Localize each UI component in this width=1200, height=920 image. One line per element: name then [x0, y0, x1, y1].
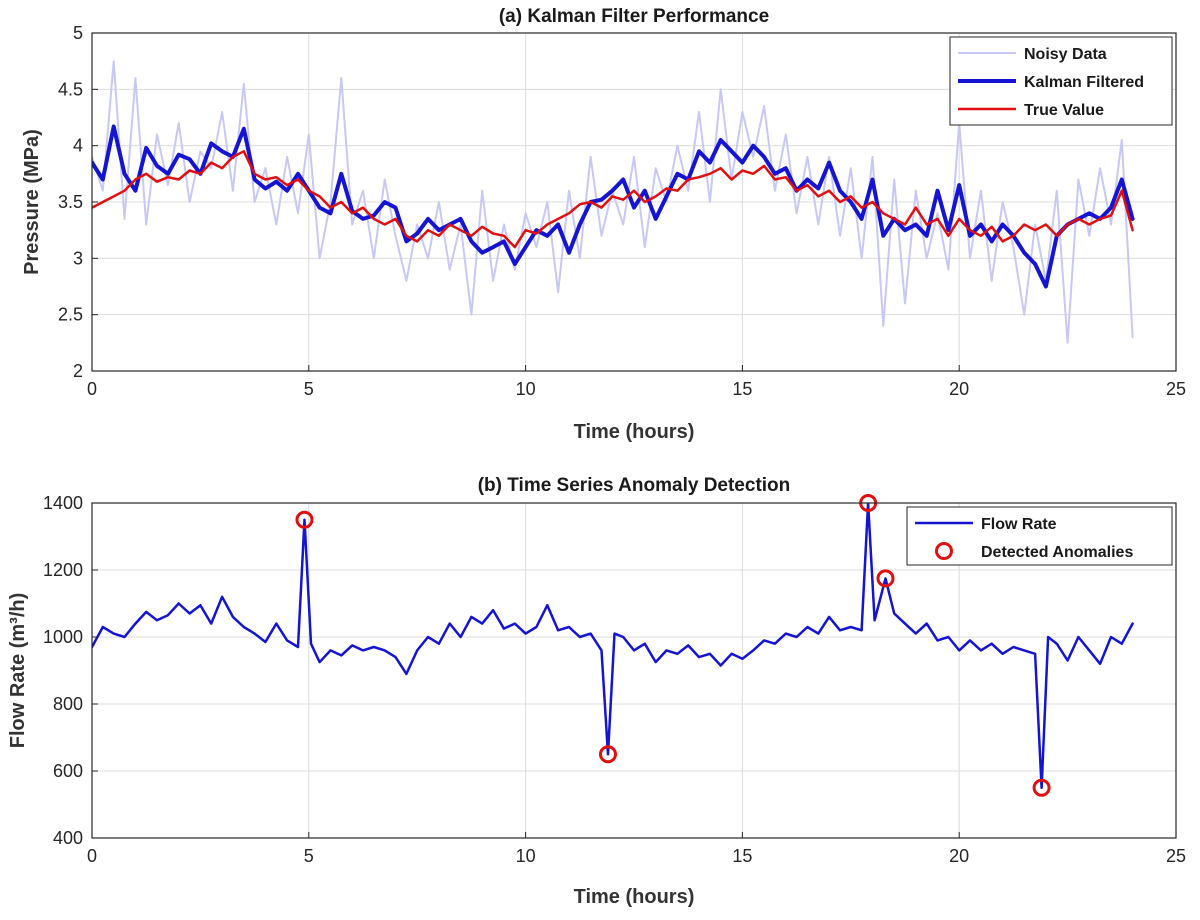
anomaly-marker [876, 569, 895, 588]
legend: Flow Rate Detected Anomalies [906, 506, 1173, 566]
y-tick-label: 800 [53, 694, 83, 714]
y-axis-label: Pressure (MPa) [21, 129, 43, 275]
y-tick-label: 2 [73, 361, 83, 381]
x-tick-label: 5 [304, 846, 314, 866]
legend: Noisy Data Kalman Filtered True Value [949, 36, 1173, 126]
x-tick-label: 5 [304, 379, 314, 399]
legend-label: Noisy Data [1024, 46, 1107, 63]
series-line-flow-rate [92, 503, 1134, 790]
anomaly-marker [295, 510, 314, 529]
panel-anomaly-detection: 0 5 10 15 20 25 400 600 800 1000 1200 1400 (b) Time … [7, 475, 1186, 908]
x-axis-label: Time (hours) [574, 886, 695, 908]
legend-label: Detected Anomalies [981, 544, 1133, 561]
anomaly-marker [1032, 778, 1051, 797]
x-tick-label: 15 [732, 379, 752, 399]
y-tick-label: 600 [53, 761, 83, 781]
legend-label: Kalman Filtered [1024, 74, 1144, 91]
x-tick-label: 25 [1166, 846, 1186, 866]
x-tick-label: 0 [87, 846, 97, 866]
y-tick-label: 4 [73, 136, 83, 156]
series-line-kalman-filtered [92, 124, 1135, 289]
y-tick-label: 3.5 [58, 192, 83, 212]
y-tick-label: 1200 [43, 560, 83, 580]
x-tick-label: 25 [1166, 379, 1186, 399]
y-axis-label: Flow Rate (m³/h) [7, 593, 29, 749]
y-tick-label: 3 [73, 248, 83, 268]
y-tick-label: 2.5 [58, 305, 83, 325]
x-tick-label: 15 [732, 846, 752, 866]
x-tick-label: 0 [87, 379, 97, 399]
y-tick-label: 400 [53, 828, 83, 848]
chart-title: (a) Kalman Filter Performance [499, 6, 769, 27]
x-tick-label: 20 [949, 846, 969, 866]
y-tick-label: 1000 [43, 627, 83, 647]
chart-title: (b) Time Series Anomaly Detection [478, 475, 791, 496]
series-line-true-value [92, 150, 1134, 249]
legend-label: True Value [1024, 102, 1104, 119]
y-tick-label: 4.5 [58, 79, 83, 99]
x-tick-label: 10 [516, 846, 536, 866]
series-group [92, 503, 1134, 790]
x-tick-label: 20 [949, 379, 969, 399]
axes-frame [91, 502, 1177, 839]
x-tick-label: 10 [516, 379, 536, 399]
panel-kalman-filter: 0 5 10 15 20 25 2 2.5 3 3.5 4 4.5 5 (a) Kalman Filter… [21, 6, 1186, 443]
y-tick-label: 5 [73, 23, 83, 43]
y-tick-label: 1400 [43, 493, 83, 513]
anomaly-marker [598, 745, 617, 764]
legend-swatch-marker [935, 542, 953, 560]
legend-label: Flow Rate [981, 516, 1057, 533]
x-axis-label: Time (hours) [574, 421, 695, 443]
